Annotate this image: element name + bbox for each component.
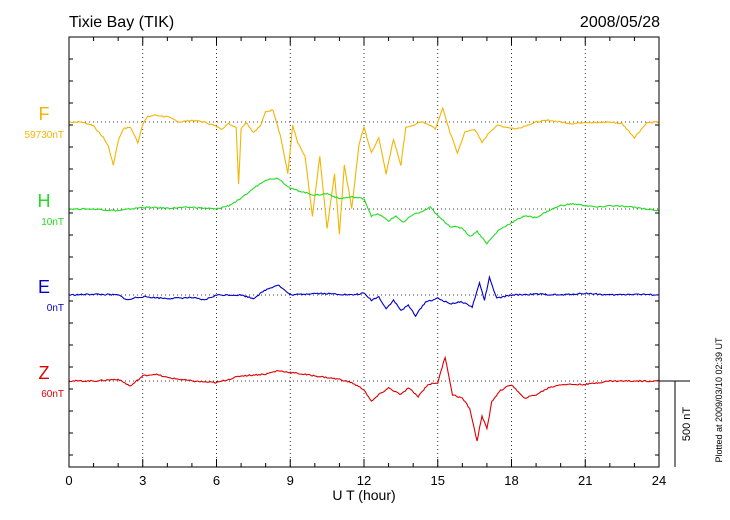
tick-marks: 0 3 6 9 12 15 18 21 24	[65, 37, 666, 488]
scale-bar-label: 500 nT	[681, 407, 693, 442]
series-layer	[68, 106, 660, 442]
series-baseline-Z: 60nT	[41, 389, 64, 400]
x-tick-label-9: 9	[287, 473, 294, 488]
series-labels: F 59730nT H 10nT E 0nT Z 60nT	[25, 104, 64, 400]
x-tick-label-3: 3	[139, 473, 146, 488]
x-tick-label-18: 18	[504, 473, 518, 488]
series-line-H	[68, 177, 660, 245]
series-line-Z	[68, 355, 660, 442]
series-line-F	[68, 106, 660, 235]
series-name-H: H	[38, 191, 51, 211]
series-name-E: E	[38, 277, 50, 297]
series-name-Z: Z	[39, 363, 50, 383]
plotted-note: Plotted at 2009/03/10 02:39 UT	[714, 337, 724, 463]
baselines	[69, 121, 659, 382]
grid-lines	[142, 37, 586, 467]
series-line-E	[68, 274, 660, 318]
x-tick-label-24: 24	[652, 473, 666, 488]
x-tick-label-12: 12	[357, 473, 371, 488]
date-label: 2008/05/28	[580, 14, 660, 31]
station-title: Tixie Bay (TIK)	[69, 14, 174, 31]
x-axis-label: U T (hour)	[332, 487, 395, 503]
scale-bar: 500 nT	[659, 380, 693, 467]
x-tick-label-0: 0	[65, 473, 72, 488]
series-name-F: F	[39, 104, 50, 124]
x-tick-label-6: 6	[213, 473, 220, 488]
x-tick-label-21: 21	[578, 473, 592, 488]
series-baseline-E: 0nT	[47, 303, 64, 314]
series-baseline-F: 59730nT	[25, 130, 64, 141]
x-tick-label-15: 15	[431, 473, 445, 488]
series-baseline-H: 10nT	[41, 217, 64, 228]
